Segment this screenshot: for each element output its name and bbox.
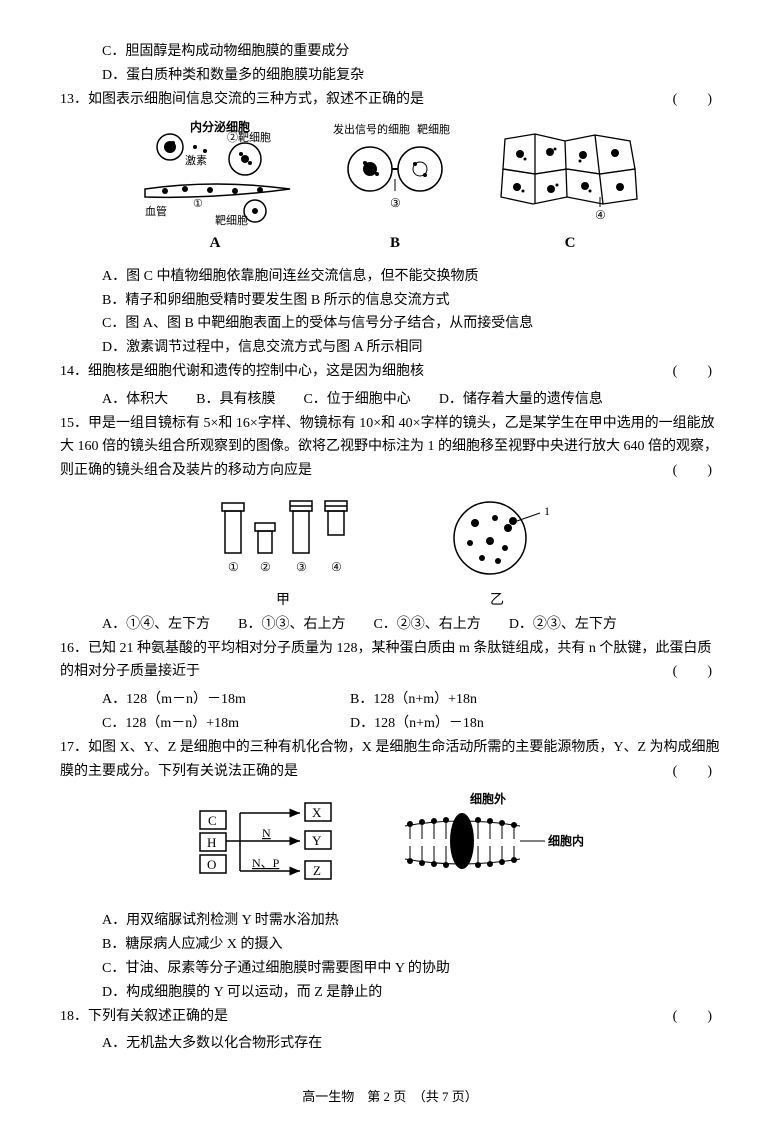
page-footer: 高一生物 第 2 页 （共 7 页） xyxy=(60,1086,720,1108)
svg-text:①: ① xyxy=(193,198,203,210)
q18-option-a: A．无机盐大多数以化合物形式存在 xyxy=(60,1032,720,1056)
q17-stem-text: 17．如图 X、Y、Z 是细胞中的三种有机化合物，X 是细胞生命活动所需的主要能… xyxy=(60,740,720,779)
q17-fig-right: 细胞外 细胞内 xyxy=(400,791,590,901)
svg-text:靶细胞: 靶细胞 xyxy=(215,214,248,227)
q15-paren: ( ) xyxy=(673,459,720,483)
q17-option-c: C．甘油、尿素等分子通过细胞膜时需要图甲中 Y 的协助 xyxy=(60,957,720,981)
q13-option-d: D．激素调节过程中，信息交流方式与图 A 所示相同 xyxy=(60,336,720,360)
q17-stem: 17．如图 X、Y、Z 是细胞中的三种有机化合物，X 是细胞生命活动所需的主要能… xyxy=(60,736,720,784)
q15-figures: ① ② ③ ④ 1 xyxy=(60,493,720,583)
svg-text:N: N xyxy=(262,826,271,840)
q14-stem: 14．细胞核是细胞代谢和遗传的控制中心，这是因为细胞核 ( ) xyxy=(60,360,720,384)
q18-paren: ( ) xyxy=(673,1005,720,1029)
q14-option-d: D．储存着大量的遗传信息 xyxy=(439,388,603,412)
q16-stem: 16．已知 21 种氨基酸的平均相对分子质量为 128，某种蛋白质由 m 条肽链… xyxy=(60,637,720,685)
q13-stem-text: 13．如图表示细胞间信息交流的三种方式，叙述不正确的是 xyxy=(60,92,424,107)
svg-text:细胞外: 细胞外 xyxy=(470,791,506,806)
q16-stem-text: 16．已知 21 种氨基酸的平均相对分子质量为 128，某种蛋白质由 m 条肽链… xyxy=(60,641,711,680)
q17-option-d: D．构成细胞膜的 Y 可以运动，而 Z 是静止的 xyxy=(60,981,720,1005)
q15-captions: 甲 乙 xyxy=(60,589,720,613)
q17-paren: ( ) xyxy=(673,760,720,784)
svg-text:③: ③ xyxy=(296,560,307,574)
q16-options: A．128（m－n）－18m B．128（n+m）+18n C．128（m－n）… xyxy=(60,688,720,736)
svg-text:②: ② xyxy=(260,560,271,574)
q15-fig-jia: ① ② ③ ④ xyxy=(210,493,380,583)
q15-cap-yi: 乙 xyxy=(490,589,504,613)
q13-fig-b-label: B xyxy=(325,231,465,257)
q17-option-b: B．糖尿病人应减少 X 的摄入 xyxy=(60,933,720,957)
q13-fig-c: ④ C xyxy=(495,119,645,257)
svg-text:血管: 血管 xyxy=(145,204,167,218)
q15-stem-text: 15．甲是一组目镜标有 5×和 16×字样、物镜标有 10×和 40×字样的镜头… xyxy=(60,416,718,479)
q13-option-b: B．精子和卵细胞受精时要发生图 B 所示的信息交流方式 xyxy=(60,289,720,313)
svg-text:②靶细胞: ②靶细胞 xyxy=(227,131,271,144)
q13-option-c: C．图 A、图 B 中靶细胞表面上的受体与信号分子结合，从而接受信息 xyxy=(60,312,720,336)
q15-fig-yi: 1 xyxy=(440,493,570,583)
q15-option-b: B．①③、右上方 xyxy=(238,613,345,637)
svg-text:④: ④ xyxy=(331,560,342,574)
q15-options: A．①④、左下方 B．①③、右上方 C．②③、右上方 D．②③、左下方 xyxy=(60,613,720,637)
q17-fig-left: C H O N N、P X Y Z xyxy=(190,791,370,891)
q13-fig-b: 发出信号的细胞 靶细胞 ③ B xyxy=(325,119,465,257)
q17-figures: C H O N N、P X Y Z 细胞外 xyxy=(60,791,720,901)
q16-option-c: C．128（m－n）+18m xyxy=(102,712,322,736)
q17-option-a: A．用双缩脲试剂检测 Y 时需水浴加热 xyxy=(60,909,720,933)
svg-text:激素: 激素 xyxy=(185,153,207,167)
svg-text:发出信号的细胞: 发出信号的细胞 xyxy=(333,122,410,136)
q13-figures: 内分泌细胞 激素 ②靶细胞 血管 ① 靶细胞 A 发出信号的细胞 靶细胞 xyxy=(60,119,720,257)
q15-option-c: C．②③、右上方 xyxy=(373,613,480,637)
q15-option-a: A．①④、左下方 xyxy=(102,613,210,637)
svg-text:Z: Z xyxy=(313,863,321,878)
q14-option-c: C．位于细胞中心 xyxy=(303,388,410,412)
q14-options: A．体积大 B．具有核膜 C．位于细胞中心 D．储存着大量的遗传信息 xyxy=(60,388,720,412)
q13-stem: 13．如图表示细胞间信息交流的三种方式，叙述不正确的是 ( ) xyxy=(60,88,720,112)
q12-option-c: C．胆固醇是构成动物细胞膜的重要成分 xyxy=(60,40,720,64)
svg-text:④: ④ xyxy=(595,208,606,222)
q16-option-d: D．128（n+m）－18n xyxy=(350,712,484,736)
q15-cap-jia: 甲 xyxy=(276,589,290,613)
q16-option-a: A．128（m－n）－18m xyxy=(102,688,322,712)
svg-text:Y: Y xyxy=(312,833,322,848)
q15-option-d: D．②③、左下方 xyxy=(509,613,617,637)
q13-fig-a-label: A xyxy=(135,231,295,257)
q14-option-b: B．具有核膜 xyxy=(196,388,275,412)
svg-text:③: ③ xyxy=(390,196,401,210)
q18-stem: 18．下列有关叙述正确的是 ( ) xyxy=(60,1005,720,1029)
q14-stem-text: 14．细胞核是细胞代谢和遗传的控制中心，这是因为细胞核 xyxy=(60,364,424,379)
q12-option-d: D．蛋白质种类和数量多的细胞膜功能复杂 xyxy=(60,64,720,88)
svg-text:1: 1 xyxy=(544,504,550,518)
svg-text:O: O xyxy=(207,857,216,872)
q15-stem: 15．甲是一组目镜标有 5×和 16×字样、物镜标有 10×和 40×字样的镜头… xyxy=(60,412,720,483)
q16-paren: ( ) xyxy=(673,660,720,684)
svg-text:X: X xyxy=(312,805,322,820)
q18-stem-text: 18．下列有关叙述正确的是 xyxy=(60,1009,228,1024)
q13-fig-c-label: C xyxy=(495,231,645,257)
svg-text:靶细胞: 靶细胞 xyxy=(417,123,450,136)
q13-paren: ( ) xyxy=(673,88,720,112)
svg-text:H: H xyxy=(207,835,216,850)
q13-fig-a: 内分泌细胞 激素 ②靶细胞 血管 ① 靶细胞 A xyxy=(135,119,295,257)
q14-paren: ( ) xyxy=(673,360,720,384)
svg-text:C: C xyxy=(208,813,217,828)
svg-text:N、P: N、P xyxy=(252,856,280,870)
q16-option-b: B．128（n+m）+18n xyxy=(350,688,477,712)
q13-option-a: A．图 C 中植物细胞依靠胞间连丝交流信息，但不能交换物质 xyxy=(60,265,720,289)
svg-text:细胞内: 细胞内 xyxy=(548,833,584,848)
svg-text:①: ① xyxy=(228,560,239,574)
q14-option-a: A．体积大 xyxy=(102,388,168,412)
